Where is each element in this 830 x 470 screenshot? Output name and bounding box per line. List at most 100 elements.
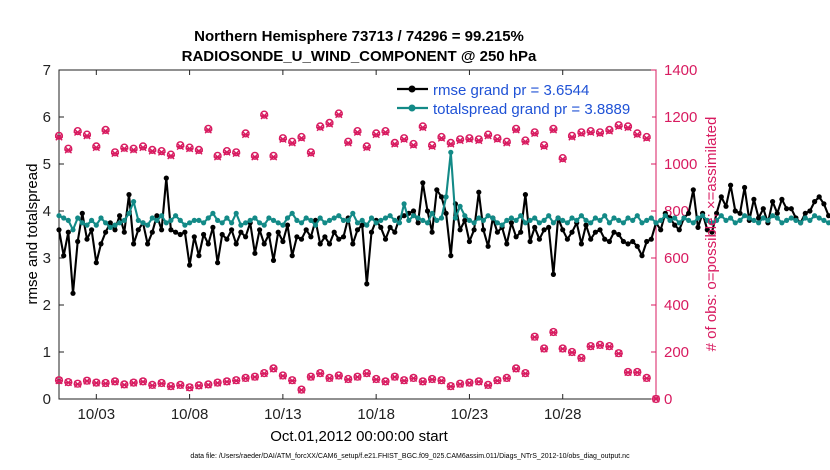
data-point xyxy=(583,217,589,223)
data-point xyxy=(173,229,179,235)
obs-count-assimilated xyxy=(148,381,157,390)
data-point xyxy=(634,213,640,219)
obs-count-assimilated xyxy=(614,349,623,358)
x-tick-label: 10/23 xyxy=(451,406,489,423)
data-point xyxy=(616,231,622,238)
obs-count-assimilated xyxy=(381,378,390,386)
data-point xyxy=(592,215,599,221)
data-point xyxy=(597,217,603,223)
obs-count-assimilated xyxy=(83,377,91,385)
obs-count-assimilated xyxy=(185,384,194,392)
data-point xyxy=(149,215,155,221)
data-point xyxy=(802,210,808,216)
data-point xyxy=(658,217,664,223)
data-point xyxy=(359,217,365,223)
data-point xyxy=(224,236,230,242)
data-point xyxy=(672,215,678,221)
data-point xyxy=(364,281,370,287)
obs-count-assimilated xyxy=(120,381,129,389)
obs-count-assimilated xyxy=(642,374,651,382)
data-point xyxy=(275,220,281,226)
data-point xyxy=(798,220,804,226)
data-point xyxy=(135,227,141,233)
data-point xyxy=(462,213,468,219)
x-axis-label: Oct.01,2012 00:00:00 start xyxy=(270,428,448,445)
obs-count-assimilated xyxy=(55,133,63,141)
data-point xyxy=(532,215,538,221)
data-point xyxy=(121,217,127,223)
data-point xyxy=(676,227,682,233)
data-point xyxy=(117,213,123,219)
data-point xyxy=(257,220,263,226)
obs-count-assimilated xyxy=(353,373,362,381)
obs-count-assimilated xyxy=(92,379,101,387)
data-point xyxy=(709,220,715,226)
data-point xyxy=(513,217,519,223)
legend-rmse-marker xyxy=(408,85,416,93)
data-point xyxy=(420,217,426,223)
data-point xyxy=(476,189,482,195)
data-point xyxy=(611,229,617,235)
obs-count-assimilated xyxy=(334,110,343,119)
obs-count-assimilated xyxy=(241,130,250,139)
data-point xyxy=(187,262,193,268)
y2-axis-label: # of obs: o=possible; ×=assimilated xyxy=(703,117,720,352)
obs-count-possible xyxy=(567,131,577,140)
data-point xyxy=(154,217,160,223)
data-point xyxy=(471,220,477,226)
y2-tick-label: 1400 xyxy=(664,62,697,79)
data-point xyxy=(177,217,183,223)
data-point xyxy=(117,220,123,226)
obs-count-possible xyxy=(493,134,502,143)
obs-count-assimilated xyxy=(465,379,474,387)
data-point xyxy=(816,194,822,200)
data-point xyxy=(448,149,454,155)
data-point xyxy=(98,215,104,221)
obs-count-assimilated xyxy=(493,377,502,385)
obs-count-possible xyxy=(642,132,651,142)
obs-count-possible xyxy=(353,127,362,136)
obs-count-assimilated xyxy=(484,132,493,140)
data-point xyxy=(812,213,818,219)
data-point xyxy=(233,210,239,216)
data-point xyxy=(196,253,202,259)
obs-count-assimilated xyxy=(325,120,334,128)
obs-count-assimilated xyxy=(586,128,595,136)
obs-count-possible xyxy=(54,131,64,140)
data-point xyxy=(173,213,179,219)
data-point xyxy=(784,217,790,223)
series-totalspread xyxy=(56,149,830,233)
data-point xyxy=(75,238,81,245)
data-point xyxy=(625,215,631,221)
data-point xyxy=(434,217,440,223)
data-point xyxy=(728,215,734,221)
obs-count-possible xyxy=(344,137,353,146)
obs-count-possible xyxy=(623,122,633,131)
obs-count-assimilated xyxy=(232,149,241,158)
x-tick-label: 10/13 xyxy=(264,406,302,423)
obs-count-assimilated xyxy=(521,369,530,378)
data-point xyxy=(280,238,286,245)
data-point xyxy=(331,229,337,235)
data-point xyxy=(826,220,830,226)
data-point xyxy=(779,196,785,202)
data-point xyxy=(438,194,445,200)
obs-count-assimilated xyxy=(111,149,119,158)
data-point xyxy=(354,227,361,233)
data-point xyxy=(229,220,235,226)
data-point xyxy=(182,222,188,228)
data-point xyxy=(611,215,617,221)
data-point xyxy=(56,227,62,233)
obs-count-assimilated xyxy=(568,348,576,357)
obs-count-assimilated xyxy=(577,354,586,362)
obs-count-assimilated xyxy=(111,378,119,386)
data-point xyxy=(606,220,613,226)
obs-count-assimilated xyxy=(316,123,325,132)
obs-count-assimilated xyxy=(129,146,138,154)
obs-count-assimilated xyxy=(512,365,521,373)
data-point xyxy=(182,229,188,235)
data-point xyxy=(462,217,468,223)
data-point xyxy=(760,215,766,221)
obs-count-assimilated xyxy=(325,374,334,382)
